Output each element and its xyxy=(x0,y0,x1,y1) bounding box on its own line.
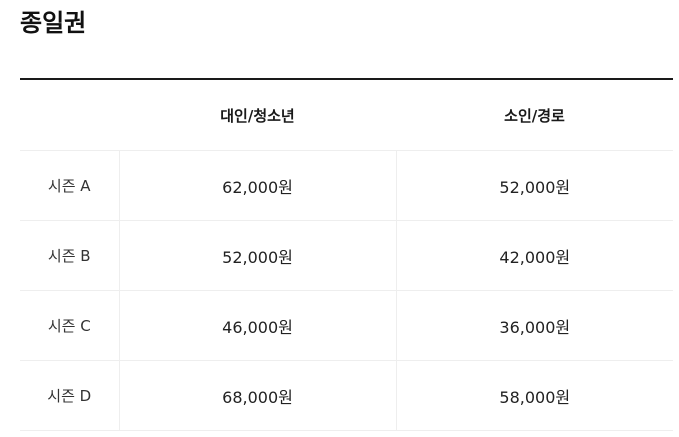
adult-price: 62,000원 xyxy=(118,150,396,221)
season-label: 시즌 D xyxy=(20,360,119,431)
table-header-row: 대인/청소년 소인/경로 xyxy=(20,78,673,151)
table-row: 시즌 D 68,000원 58,000원 xyxy=(20,360,673,431)
table-row: 시즌 C 46,000원 36,000원 xyxy=(20,290,673,361)
child-price: 58,000원 xyxy=(395,360,673,431)
child-price: 42,000원 xyxy=(395,220,673,291)
season-label: 시즌 B xyxy=(20,220,119,291)
season-label: 시즌 A xyxy=(20,150,119,221)
season-label: 시즌 C xyxy=(20,290,119,361)
table-body: 시즌 A 62,000원 52,000원 시즌 B 52,000원 42,000… xyxy=(20,150,673,431)
page-title: 종일권 xyxy=(20,9,87,37)
table-row: 시즌 A 62,000원 52,000원 xyxy=(20,150,673,221)
header-season xyxy=(20,78,119,151)
table-row: 시즌 B 52,000원 42,000원 xyxy=(20,220,673,291)
header-child-senior: 소인/경로 xyxy=(396,78,673,151)
header-adult-youth: 대인/청소년 xyxy=(119,78,396,151)
child-price: 52,000원 xyxy=(395,150,673,221)
adult-price: 52,000원 xyxy=(118,220,396,291)
child-price: 36,000원 xyxy=(395,290,673,361)
adult-price: 46,000원 xyxy=(118,290,396,361)
table-header: 대인/청소년 소인/경로 xyxy=(20,78,673,151)
adult-price: 68,000원 xyxy=(118,360,396,431)
price-table: 대인/청소년 소인/경로 시즌 A 62,000원 52,000원 시즌 B 5… xyxy=(20,78,673,431)
